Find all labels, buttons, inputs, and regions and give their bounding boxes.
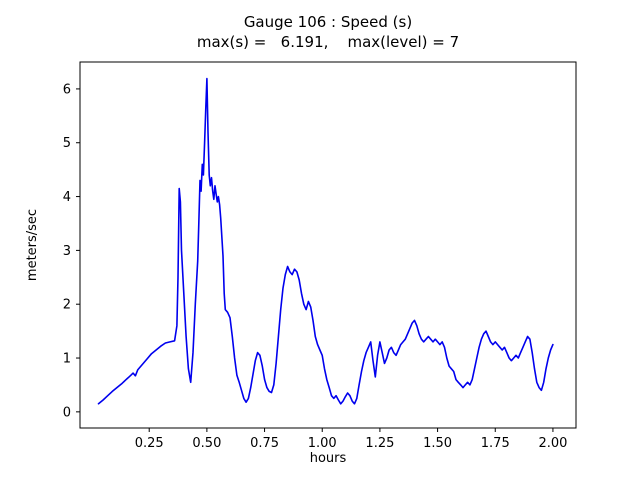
y-tick-label: 6 <box>63 82 71 97</box>
y-tick-label: 1 <box>63 352 71 367</box>
x-tick-label: 1.25 <box>365 436 394 451</box>
chart-title: Gauge 106 : Speed (s) <box>244 13 412 31</box>
x-tick-label: 0.50 <box>192 436 221 451</box>
speed-line-series <box>97 77 554 405</box>
x-tick-label: 2.00 <box>538 436 567 451</box>
y-tick-label: 4 <box>63 190 71 205</box>
plot-area-border <box>79 61 577 429</box>
x-tick-label: 1.75 <box>481 436 510 451</box>
x-axis-label: hours <box>310 451 347 466</box>
y-tick-label: 2 <box>63 298 71 313</box>
y-axis-label: meters/sec <box>25 209 40 281</box>
y-tick-label: 5 <box>63 136 71 151</box>
axis-ticks: 0.25 0.50 0.75 1.00 1.25 1.50 1.75 2.00 0 1 2 3 4 5 6 <box>63 82 568 451</box>
chart-subtitle: max(s) = 6.191, max(level) = 7 <box>197 33 459 51</box>
series-speed <box>97 77 554 405</box>
x-tick-label: 0.25 <box>135 436 164 451</box>
x-tick-label: 0.75 <box>250 436 279 451</box>
y-tick-label: 3 <box>63 244 71 259</box>
x-tick-label: 1.00 <box>308 436 337 451</box>
x-tick-label: 1.50 <box>423 436 452 451</box>
y-tick-label: 0 <box>63 405 71 420</box>
